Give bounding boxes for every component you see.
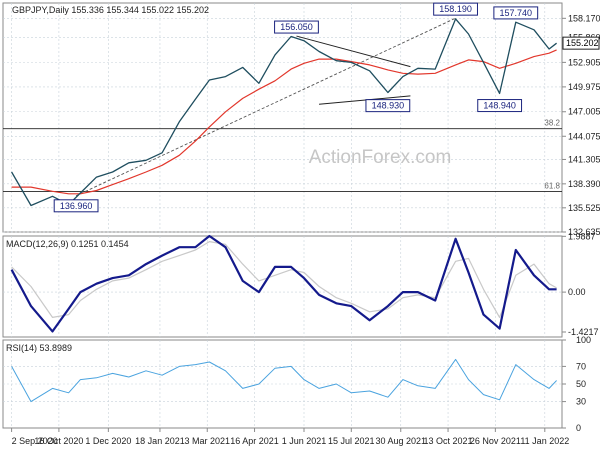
x-tick-label: 16 Apr 2021	[230, 436, 279, 446]
sma-line	[11, 49, 557, 195]
last-price-box	[562, 36, 600, 50]
price-annotation-box	[433, 2, 478, 16]
macd-y-tick-label: 1.9887	[568, 231, 596, 241]
price-annotation-label: 148.940	[483, 101, 516, 111]
price-annotation-box	[53, 199, 99, 213]
price-y-tick-label: 144.075	[568, 131, 600, 141]
watermark: ActionForex.com	[309, 147, 452, 168]
x-tick-label: 1 Dec 2020	[85, 436, 131, 446]
macd-panel-frame	[2, 235, 563, 338]
x-tick-label: 2 Sep 2020	[12, 436, 58, 446]
rsi-y-tick-label: 0	[576, 423, 581, 433]
price-annotation-box	[493, 6, 539, 20]
rsi-y-tick-label: 100	[576, 335, 591, 345]
rsi-y-tick-label: 50	[576, 379, 586, 389]
x-tick-label: 11 Jan 2022	[520, 436, 569, 446]
x-tick-label: 30 Aug 2021	[375, 436, 426, 446]
price-annotation-label: 136.960	[60, 201, 93, 211]
x-tick-label: 18 Jan 2021	[135, 436, 185, 446]
rsi-y-tick-label: 70	[576, 361, 586, 371]
price-panel-frame	[2, 2, 563, 233]
x-tick-label: 1 Jun 2021	[282, 436, 327, 446]
price-y-tick-label: 147.005	[568, 107, 600, 117]
rsi-panel-frame	[2, 339, 563, 429]
price-y-tick-label: 158.170	[568, 13, 600, 23]
macd-line	[10, 234, 557, 333]
fib-level-label: 61.8	[544, 181, 560, 190]
x-tick-label: 16 Oct 2020	[34, 436, 83, 446]
rsi-line	[11, 358, 557, 403]
price-annotation-box	[365, 99, 411, 113]
macd-y-tick-label: 0.00	[568, 287, 586, 297]
price-y-tick-label: 132.635	[568, 227, 600, 237]
macd-title: MACD(12,26,9) 0.1251 0.1454	[6, 239, 129, 249]
price-line	[11, 18, 557, 207]
chart-title: GBPJPY,Daily 155.336 155.344 155.022 155…	[12, 5, 209, 15]
price-y-tick-label: 149.975	[568, 82, 600, 92]
x-tick-label: 26 Nov 2021	[470, 436, 521, 446]
price-annotation-box	[477, 99, 523, 113]
price-annotation-box	[274, 20, 319, 34]
rsi-title: RSI(14) 53.8989	[6, 343, 72, 353]
price-y-tick-label: 138.390	[568, 179, 600, 189]
price-annotation-label: 148.930	[372, 101, 405, 111]
last-price-label: 155.202	[566, 38, 599, 48]
triangle-lower-trendline	[319, 95, 411, 105]
price-y-tick-label: 141.305	[568, 154, 600, 164]
x-tick-label: 13 Oct 2021	[424, 436, 473, 446]
price-y-tick-label: 135.525	[568, 203, 600, 213]
macd-y-tick-label: -1.4217	[568, 327, 599, 337]
price-annotation-label: 157.740	[500, 8, 533, 18]
fib-level-label: 38.2	[544, 119, 560, 128]
price-annotation-label: 158.190	[439, 4, 472, 14]
triangle-upper-trendline	[296, 35, 411, 68]
price-annotation-label: 156.050	[280, 22, 313, 32]
price-y-tick-label: 152.905	[568, 57, 600, 67]
rsi-y-tick-label: 30	[576, 397, 586, 407]
x-tick-label: 3 Mar 2021	[184, 436, 230, 446]
macd-signal-line	[11, 241, 557, 318]
x-tick-label: 15 Jul 2021	[328, 436, 375, 446]
